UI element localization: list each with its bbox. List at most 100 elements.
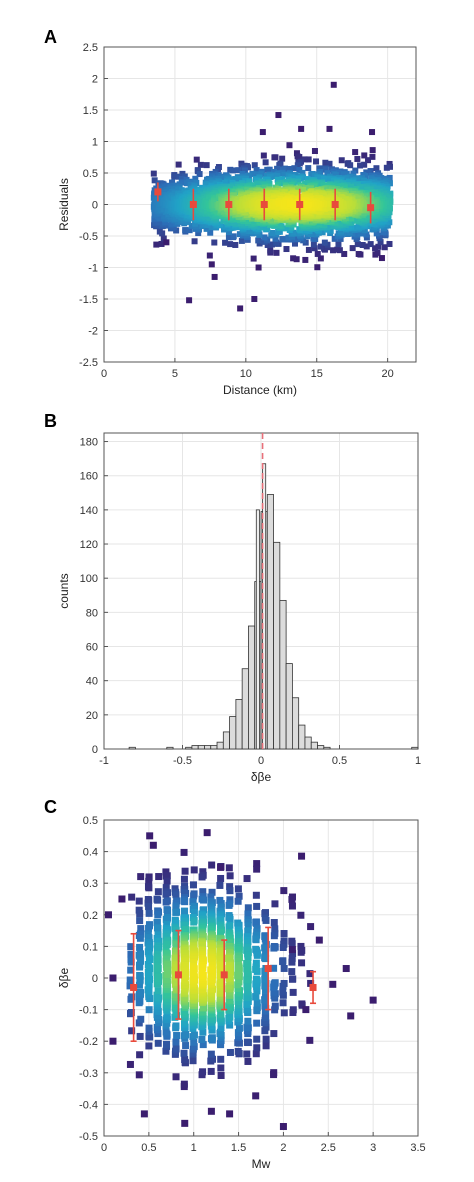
scatter-point (316, 174, 323, 181)
scatter-point (136, 972, 144, 980)
scatter-point (204, 221, 211, 228)
scatter-point (172, 941, 180, 949)
x-tick-label: 10 (240, 368, 252, 380)
scatter-point (253, 860, 261, 868)
scatter-point (340, 221, 347, 228)
outlier-point (378, 255, 385, 262)
scatter-point (297, 948, 305, 956)
scatter-point (321, 239, 328, 246)
scatter-point (320, 175, 327, 182)
scatter-point (337, 228, 344, 235)
scatter-point (207, 1055, 215, 1063)
scatter-point (330, 222, 337, 229)
x-tick-label: 3 (370, 1142, 376, 1154)
histogram-bar (248, 625, 256, 750)
histogram-bar (204, 745, 212, 750)
scatter-point (374, 249, 381, 256)
scatter-point (228, 206, 235, 213)
y-tick-label: 20 (86, 710, 98, 722)
scatter-point (234, 957, 242, 965)
binned-mean-marker (154, 188, 162, 196)
scatter-point (307, 923, 315, 931)
scatter-point (261, 234, 268, 241)
scatter-point (232, 176, 239, 183)
scatter-point (303, 180, 310, 187)
scatter-point (253, 1004, 261, 1012)
scatter-point (310, 241, 317, 248)
scatter-point (164, 966, 172, 974)
scatter-point (126, 976, 134, 984)
scatter-point (252, 965, 260, 973)
y-tick-label: -0.3 (79, 1068, 98, 1080)
scatter-point (154, 888, 162, 896)
scatter-point (155, 873, 163, 881)
scatter-point (288, 975, 296, 983)
scatter-point (238, 237, 245, 244)
x-axis-label: δβe (251, 770, 272, 784)
scatter-point (289, 988, 297, 996)
scatter-point (228, 184, 235, 191)
scatter-point (181, 908, 189, 916)
scatter-point (386, 163, 393, 170)
scatter-point (316, 165, 323, 172)
scatter-point (225, 923, 233, 931)
scatter-point (225, 965, 233, 973)
scatter-point (262, 159, 269, 166)
outlier-point (342, 965, 350, 973)
scatter-point (357, 162, 364, 169)
y-tick-label: -1 (88, 263, 98, 275)
outlier-point (181, 1119, 189, 1127)
scatter-point (207, 1022, 215, 1030)
scatter-point (226, 896, 234, 904)
scatter-point (292, 172, 299, 179)
scatter-point (270, 964, 278, 972)
scatter-point (145, 987, 153, 995)
scatter-point (314, 264, 321, 271)
scatter-point (216, 970, 224, 978)
scatter-point (326, 160, 333, 167)
scatter-point (127, 950, 135, 958)
x-tick-label: 20 (382, 368, 394, 380)
scatter-point (276, 228, 283, 235)
scatter-point (198, 1035, 206, 1043)
scatter-point (199, 888, 207, 896)
scatter-point (270, 1069, 278, 1077)
scatter-point (252, 1050, 260, 1058)
scatter-point (262, 993, 270, 1001)
binned-mean-marker (130, 983, 138, 991)
y-tick-label: 100 (80, 573, 98, 585)
scatter-point (217, 1064, 225, 1072)
scatter-point (226, 1021, 234, 1029)
scatter-point (351, 182, 358, 189)
scatter-point (136, 910, 144, 918)
scatter-point (155, 994, 163, 1002)
scatter-point (381, 244, 388, 251)
scatter-point (181, 867, 189, 875)
scatter-point (243, 1050, 251, 1058)
scatter-point (225, 955, 233, 963)
x-axis-label: Distance (km) (223, 383, 297, 397)
scatter-point (330, 177, 337, 184)
scatter-point (145, 1042, 153, 1050)
scatter-point (162, 1047, 170, 1055)
scatter-point (252, 891, 260, 899)
binned-mean-marker (264, 965, 272, 973)
scatter-point (243, 1006, 251, 1014)
scatter-point (308, 171, 315, 178)
scatter-point (145, 1024, 153, 1032)
scatter-point (145, 877, 153, 885)
scatter-point (280, 887, 288, 895)
scatter-point (251, 162, 258, 169)
x-tick-label: 0.5 (332, 755, 347, 767)
scatter-point (154, 896, 162, 904)
histogram-bar (279, 599, 287, 750)
scatter-point (128, 1027, 136, 1035)
scatter-point (347, 162, 354, 169)
scatter-point (217, 1009, 225, 1017)
scatter-point (162, 219, 169, 226)
scatter-point (145, 924, 153, 932)
scatter-point (294, 236, 301, 243)
scatter-point (286, 215, 293, 222)
scatter-point (326, 176, 333, 183)
y-tick-label: 0.2 (83, 910, 98, 922)
